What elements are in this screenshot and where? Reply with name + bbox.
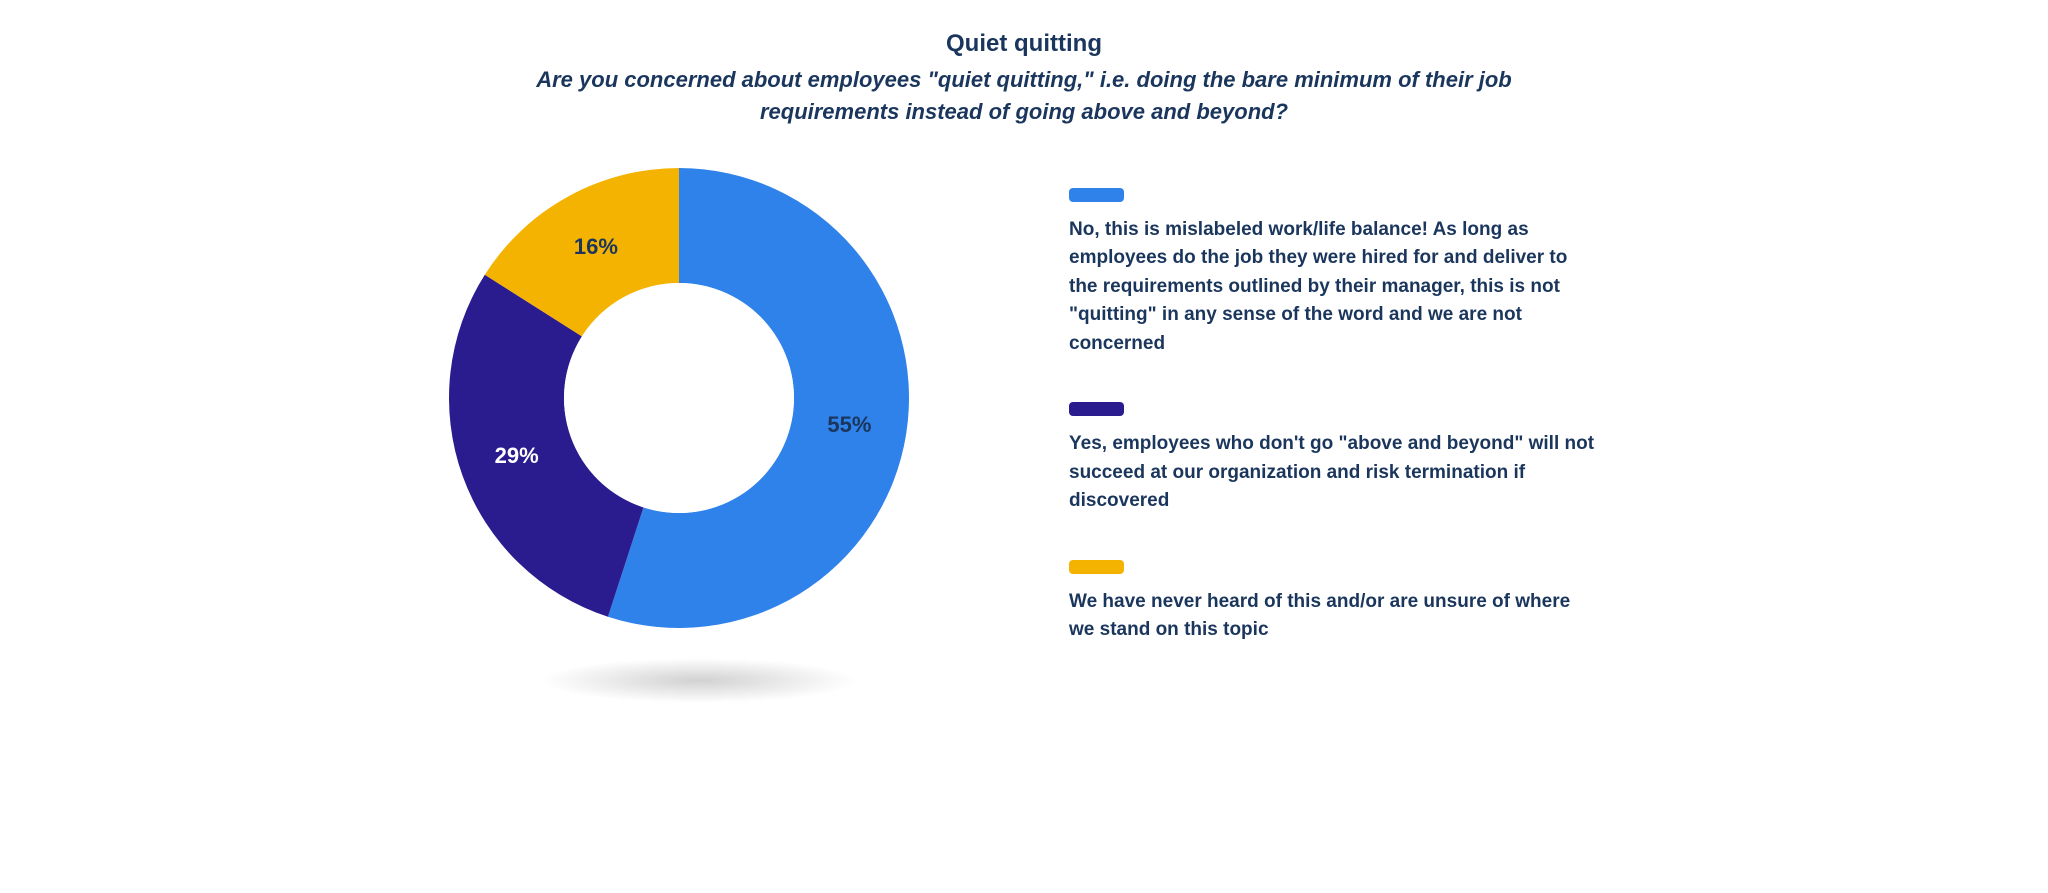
legend-swatch-yes: [1069, 402, 1124, 416]
legend-text-unsure: We have never heard of this and/or are u…: [1069, 588, 1599, 645]
legend-swatch-unsure: [1069, 560, 1124, 574]
legend-item-yes: Yes, employees who don't go "above and b…: [1069, 402, 1599, 516]
chart-shadow: [539, 658, 859, 703]
legend-text-yes: Yes, employees who don't go "above and b…: [1069, 430, 1599, 516]
chart-title: Quiet quitting: [534, 30, 1514, 58]
chart-header: Quiet quitting Are you concerned about e…: [534, 0, 1514, 128]
legend-item-no: No, this is mislabeled work/life balance…: [1069, 188, 1599, 359]
legend: No, this is mislabeled work/life balance…: [1069, 168, 1599, 689]
donut-chart: 55%29%16%: [449, 168, 909, 628]
chart-body: 55%29%16% No, this is mislabeled work/li…: [0, 168, 2048, 728]
donut-chart-wrap: 55%29%16%: [449, 168, 949, 728]
legend-item-unsure: We have never heard of this and/or are u…: [1069, 560, 1599, 645]
chart-subtitle: Are you concerned about employees "quiet…: [534, 64, 1514, 128]
legend-swatch-no: [1069, 188, 1124, 202]
legend-text-no: No, this is mislabeled work/life balance…: [1069, 216, 1599, 359]
